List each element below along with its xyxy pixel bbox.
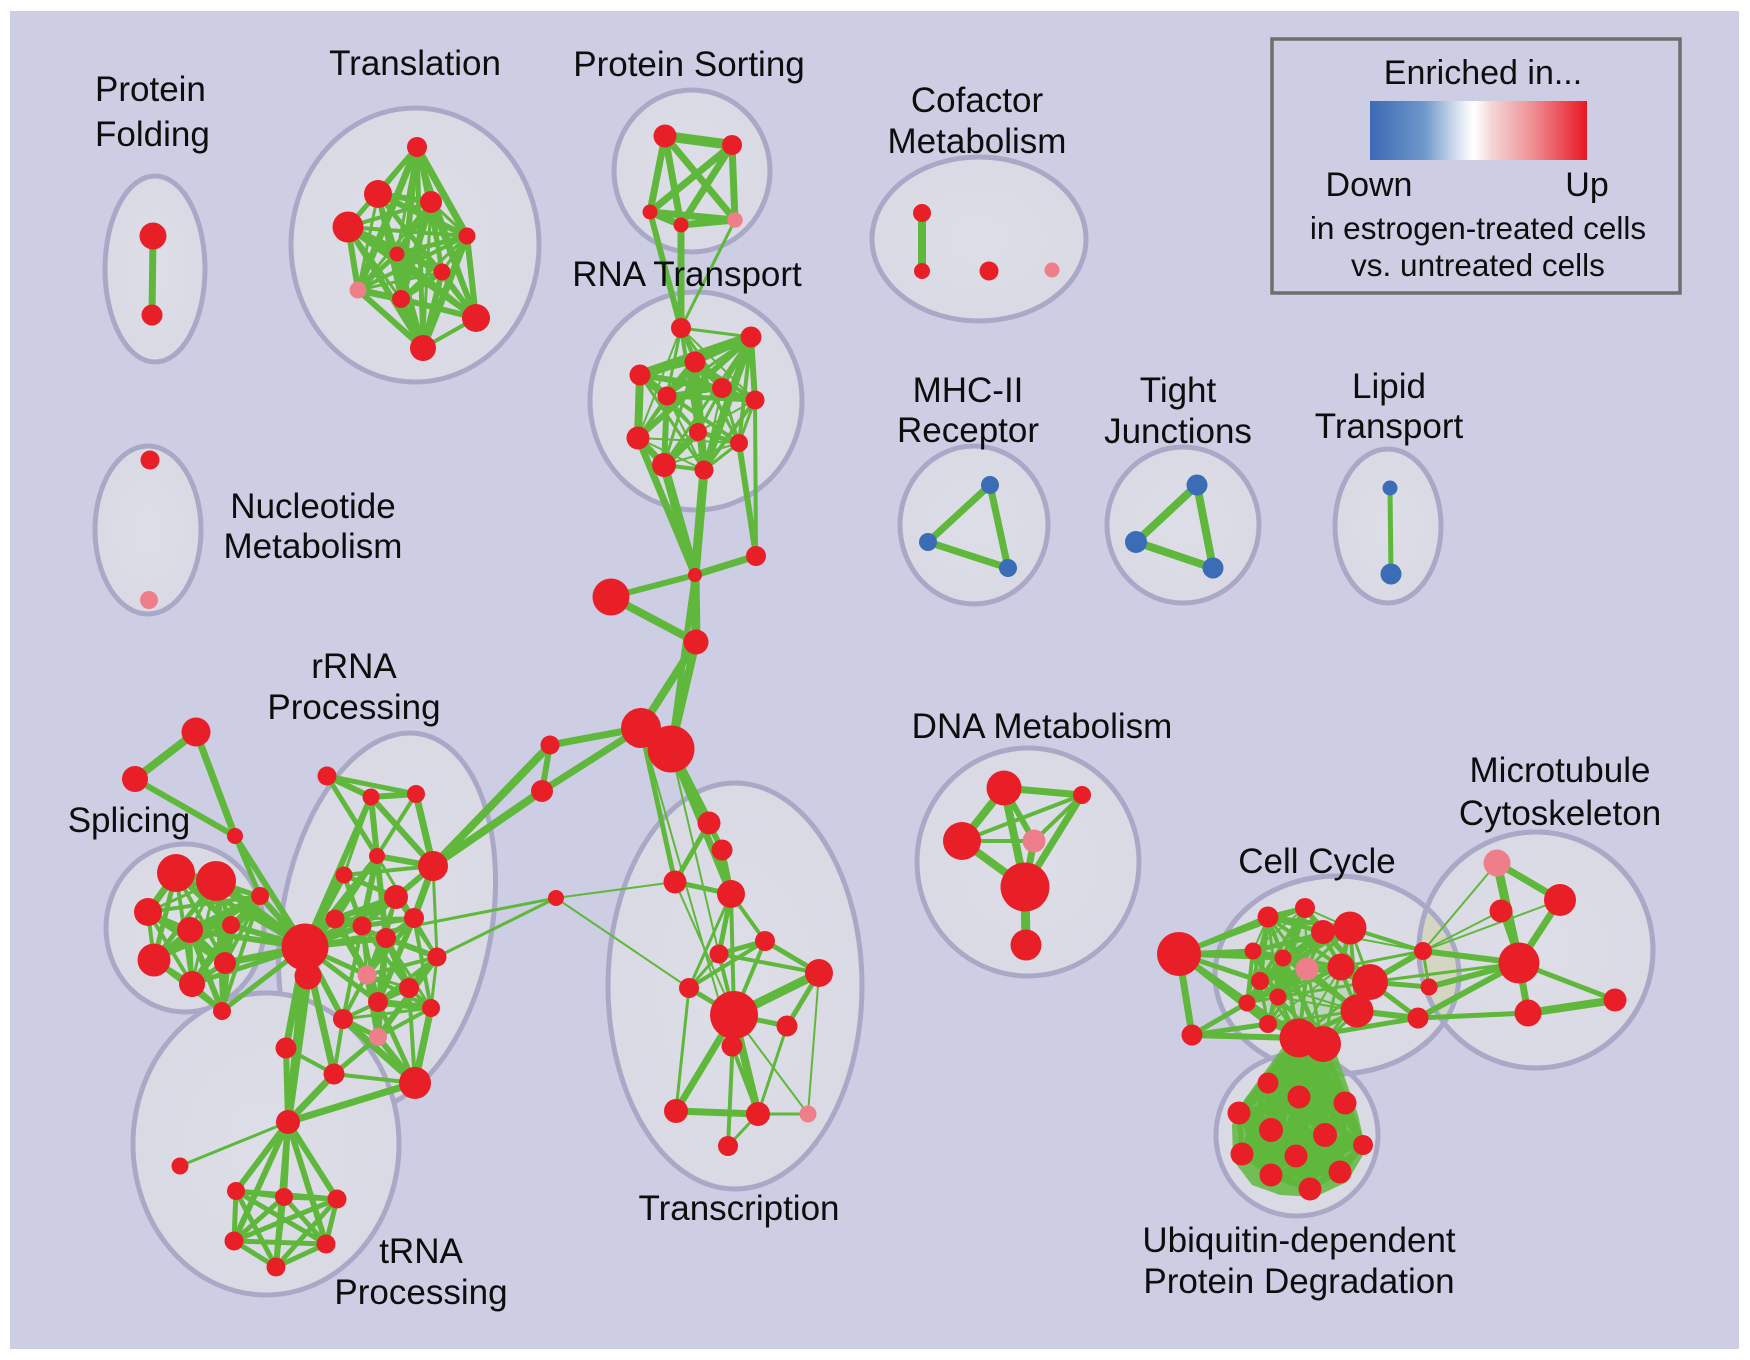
svg-text:RNA Transport: RNA Transport [572, 255, 802, 294]
svg-text:Metabolism: Metabolism [888, 122, 1067, 161]
svg-text:Folding: Folding [95, 115, 210, 154]
svg-text:vs. untreated cells: vs. untreated cells [1351, 247, 1605, 283]
svg-text:in estrogen-treated cells: in estrogen-treated cells [1310, 210, 1646, 246]
svg-text:Cofactor: Cofactor [911, 81, 1044, 120]
svg-text:Splicing: Splicing [68, 801, 191, 840]
svg-text:Processing: Processing [334, 1273, 507, 1312]
svg-text:Translation: Translation [329, 44, 501, 83]
svg-text:Metabolism: Metabolism [224, 527, 403, 566]
svg-text:Cell Cycle: Cell Cycle [1238, 842, 1396, 881]
svg-text:Tight: Tight [1140, 371, 1217, 410]
svg-text:MHC-II: MHC-II [913, 371, 1024, 410]
svg-text:Lipid: Lipid [1352, 367, 1426, 406]
svg-text:DNA Metabolism: DNA Metabolism [912, 707, 1173, 746]
svg-text:Up: Up [1565, 166, 1608, 204]
svg-text:Processing: Processing [267, 688, 440, 727]
svg-text:Transcription: Transcription [639, 1189, 840, 1228]
svg-text:Transport: Transport [1315, 407, 1464, 446]
svg-text:Ubiquitin-dependent: Ubiquitin-dependent [1142, 1221, 1456, 1260]
svg-text:tRNA: tRNA [379, 1232, 463, 1271]
svg-text:Enriched in...: Enriched in... [1384, 54, 1582, 92]
svg-text:Microtubule: Microtubule [1470, 751, 1651, 790]
svg-text:Cytoskeleton: Cytoskeleton [1459, 794, 1661, 833]
svg-text:Receptor: Receptor [897, 411, 1039, 450]
svg-text:Protein Degradation: Protein Degradation [1143, 1262, 1454, 1301]
svg-text:Protein Sorting: Protein Sorting [573, 45, 805, 84]
svg-text:rRNA: rRNA [311, 647, 397, 686]
svg-text:Junctions: Junctions [1104, 412, 1252, 451]
svg-text:Nucleotide: Nucleotide [230, 487, 395, 526]
svg-text:Down: Down [1326, 166, 1413, 204]
svg-text:Protein: Protein [95, 70, 206, 109]
